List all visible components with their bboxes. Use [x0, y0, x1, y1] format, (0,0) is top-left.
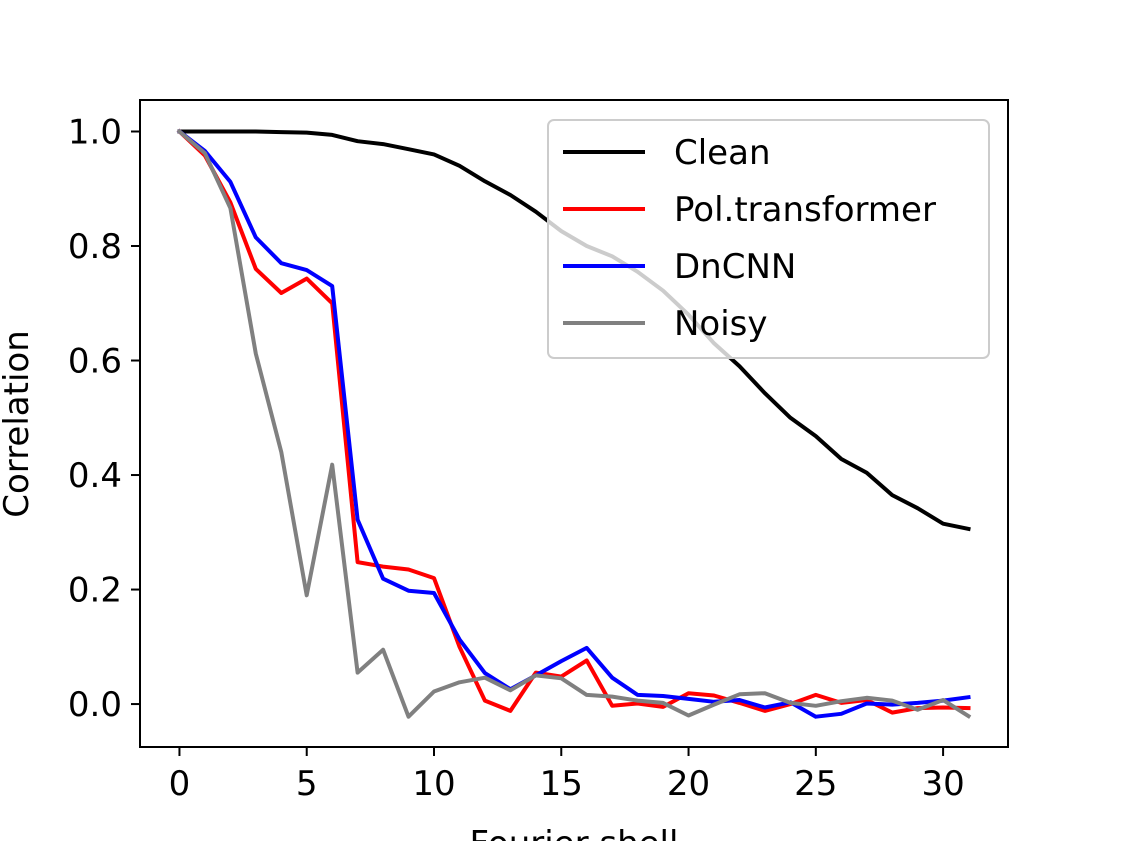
y-tick-label: 0.4 — [68, 456, 122, 496]
legend-label: Pol.transformer — [674, 190, 936, 230]
y-tick-label: 0.2 — [68, 571, 122, 611]
x-axis-label: Fourier shell — [470, 824, 679, 841]
series-line-noisy — [176, 128, 972, 719]
x-tick-label: 20 — [667, 764, 710, 804]
x-tick-label: 0 — [169, 764, 191, 804]
legend-label: DnCNN — [674, 247, 796, 287]
y-axis-ticks: 0.0 0.2 0.4 0.6 0.8 1.0 — [68, 112, 140, 725]
series-line-dncnn — [176, 128, 971, 719]
x-tick-label: 5 — [296, 764, 318, 804]
x-tick-label: 30 — [921, 764, 964, 804]
y-tick-label: 0.0 — [68, 685, 122, 725]
legend-label: Clean — [674, 133, 771, 173]
y-tick-label: 1.0 — [68, 112, 122, 152]
legend-box — [547, 119, 990, 359]
legend-label: Noisy — [674, 304, 768, 344]
x-tick-label: 15 — [540, 764, 583, 804]
x-axis-ticks: 0 5 10 15 20 25 30 — [169, 747, 965, 804]
axes-frame — [139, 99, 1009, 748]
y-tick-label: 0.8 — [68, 227, 122, 267]
y-tick-label: 0.6 — [68, 342, 122, 382]
x-tick-label: 25 — [794, 764, 837, 804]
legend: Clean Pol.transformer DnCNN Noisy — [547, 119, 990, 359]
y-axis-label: Correlation — [0, 330, 37, 517]
x-tick-label: 10 — [412, 764, 455, 804]
plot-lines — [176, 128, 972, 719]
